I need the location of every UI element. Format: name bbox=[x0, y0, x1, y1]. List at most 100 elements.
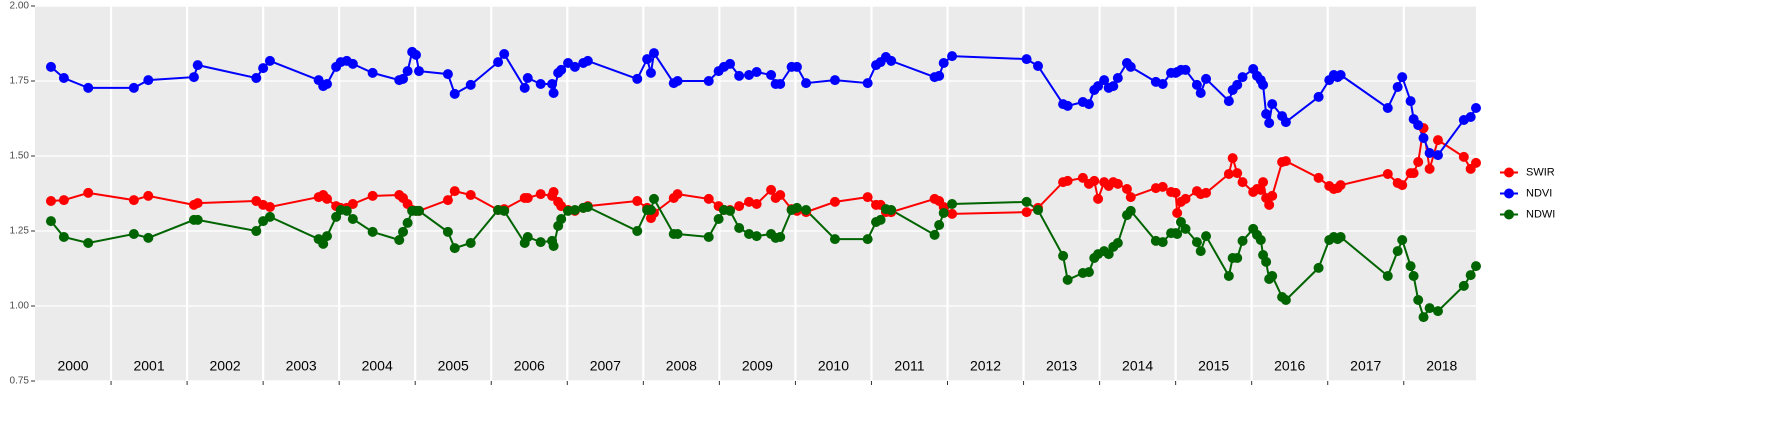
point bbox=[128, 229, 139, 239]
point bbox=[1191, 79, 1202, 90]
point bbox=[569, 61, 580, 72]
point bbox=[875, 214, 886, 225]
point bbox=[143, 75, 154, 86]
point bbox=[1418, 312, 1429, 323]
point bbox=[318, 238, 329, 249]
point bbox=[402, 66, 413, 77]
point bbox=[703, 76, 714, 86]
point bbox=[791, 202, 802, 213]
point bbox=[1471, 261, 1481, 272]
point bbox=[410, 49, 421, 60]
point bbox=[1062, 274, 1073, 285]
point bbox=[58, 232, 69, 242]
point bbox=[648, 48, 659, 59]
point bbox=[862, 192, 873, 203]
point bbox=[642, 54, 653, 65]
point bbox=[347, 58, 358, 69]
year-label: 2010 bbox=[818, 358, 849, 374]
point bbox=[582, 55, 593, 66]
point bbox=[1180, 223, 1191, 234]
point bbox=[45, 196, 56, 206]
point bbox=[1382, 103, 1393, 113]
point bbox=[1264, 118, 1275, 128]
point bbox=[947, 51, 958, 62]
year-label: 2014 bbox=[1122, 358, 1153, 374]
point bbox=[394, 235, 405, 245]
point bbox=[1432, 135, 1443, 146]
point bbox=[499, 205, 510, 216]
point bbox=[1201, 187, 1212, 198]
point bbox=[1471, 103, 1481, 113]
point bbox=[1157, 181, 1168, 192]
point bbox=[734, 201, 745, 212]
point bbox=[465, 79, 476, 90]
point bbox=[1280, 117, 1291, 128]
point bbox=[1232, 253, 1243, 263]
point bbox=[449, 186, 460, 197]
point bbox=[1432, 306, 1443, 317]
point bbox=[1267, 99, 1278, 110]
point bbox=[398, 73, 409, 84]
point bbox=[1099, 75, 1110, 86]
point bbox=[1083, 99, 1094, 110]
point bbox=[1267, 190, 1278, 201]
year-label: 2009 bbox=[742, 358, 773, 374]
point bbox=[1112, 238, 1123, 248]
point bbox=[703, 193, 714, 204]
point bbox=[264, 202, 275, 212]
point bbox=[1089, 175, 1100, 186]
point bbox=[1267, 271, 1278, 281]
point bbox=[465, 238, 476, 248]
point bbox=[1313, 91, 1324, 102]
point bbox=[1255, 235, 1266, 245]
point bbox=[1232, 79, 1243, 90]
point bbox=[465, 190, 476, 200]
point bbox=[934, 70, 945, 81]
year-label: 2006 bbox=[514, 358, 545, 374]
point bbox=[1408, 168, 1419, 179]
point bbox=[1125, 205, 1136, 216]
point bbox=[929, 229, 940, 240]
point bbox=[1424, 148, 1435, 158]
point bbox=[744, 196, 755, 207]
point bbox=[45, 216, 56, 227]
point bbox=[519, 82, 530, 93]
point bbox=[347, 199, 358, 209]
point bbox=[1062, 100, 1073, 111]
year-label: 2003 bbox=[286, 358, 317, 374]
point bbox=[766, 70, 777, 80]
point bbox=[192, 60, 203, 71]
point bbox=[128, 82, 139, 93]
year-label: 2004 bbox=[362, 358, 393, 374]
point bbox=[548, 88, 559, 98]
point bbox=[744, 229, 755, 239]
point bbox=[1382, 271, 1393, 281]
point bbox=[143, 232, 154, 243]
point bbox=[1405, 261, 1416, 272]
point bbox=[766, 184, 777, 195]
point bbox=[1392, 246, 1403, 257]
legend-key bbox=[1504, 188, 1514, 199]
point bbox=[414, 205, 425, 216]
point bbox=[1261, 256, 1272, 267]
point bbox=[258, 63, 269, 74]
year-label: 2018 bbox=[1426, 358, 1457, 374]
point bbox=[1258, 79, 1269, 90]
point bbox=[1397, 235, 1408, 245]
point bbox=[582, 202, 593, 212]
point bbox=[1264, 199, 1275, 210]
point bbox=[1405, 96, 1416, 107]
point bbox=[347, 214, 358, 224]
point bbox=[1424, 163, 1435, 174]
point bbox=[1180, 64, 1191, 75]
point bbox=[947, 208, 958, 219]
point bbox=[1108, 81, 1119, 92]
point bbox=[367, 190, 378, 201]
point bbox=[1125, 192, 1136, 203]
point bbox=[1255, 184, 1266, 195]
point bbox=[829, 234, 840, 245]
point bbox=[547, 79, 558, 89]
point bbox=[1093, 81, 1104, 92]
point bbox=[251, 73, 262, 83]
